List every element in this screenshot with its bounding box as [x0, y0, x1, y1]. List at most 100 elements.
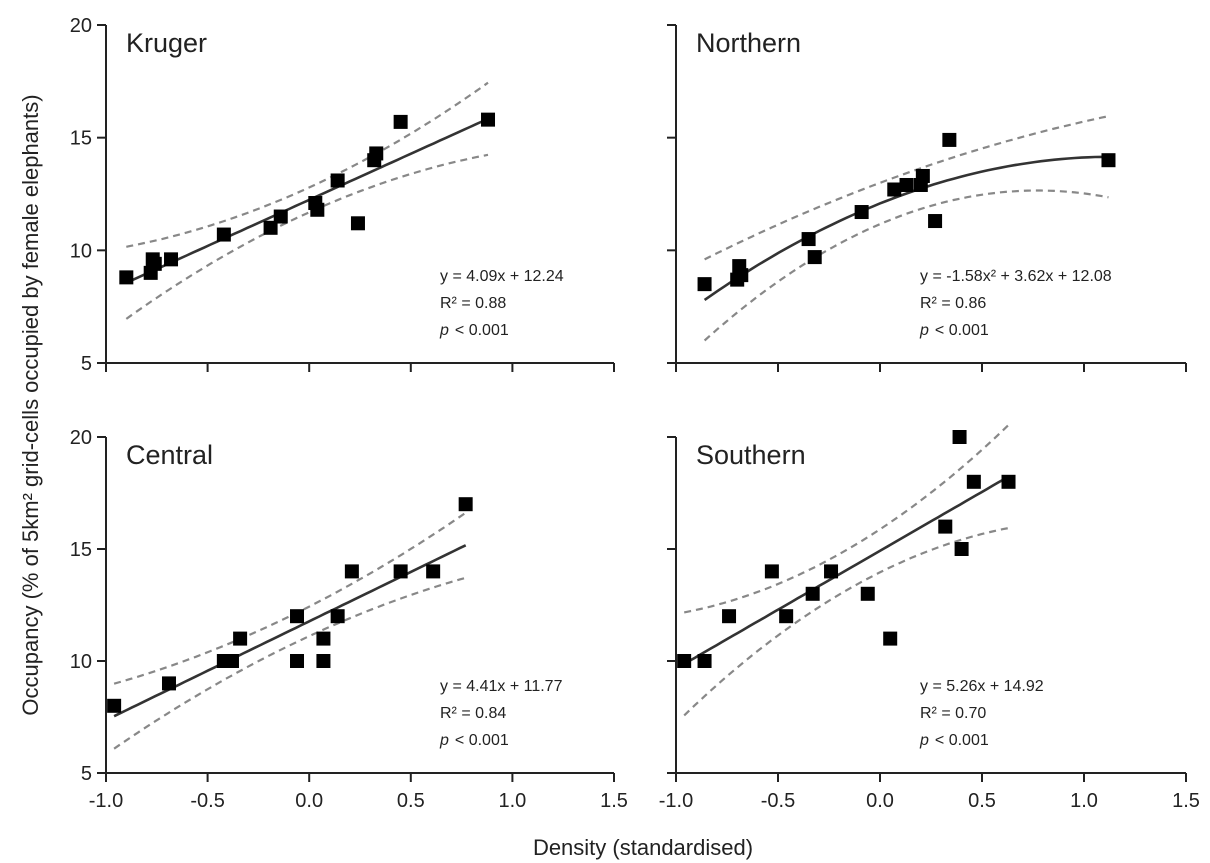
data-point	[954, 542, 969, 556]
panels: 5 10 15 20 Kruger y = 4.09x + 12.24 R² = 0.88 p…	[70, 15, 1200, 812]
p-value-text: < 0.001	[455, 322, 509, 339]
data-point	[164, 252, 179, 267]
data-point	[824, 564, 839, 579]
data-point	[915, 168, 930, 183]
x-tick-label: -1.0	[659, 790, 693, 812]
data-point	[107, 698, 122, 713]
r-squared: R² = 0.86	[920, 295, 986, 312]
x-tick-label: 0.5	[968, 790, 996, 812]
p-value-text: < 0.001	[935, 322, 989, 339]
y-tick-label: 15	[70, 128, 92, 150]
y-tick-label: 10	[70, 240, 92, 262]
data-point	[887, 182, 902, 197]
data-point	[458, 497, 473, 512]
fit-line	[683, 475, 1010, 666]
ci-lower	[683, 527, 1009, 717]
fit-line	[125, 117, 489, 284]
data-point	[722, 609, 737, 624]
ci-upper	[126, 81, 489, 248]
data-point	[290, 654, 305, 668]
data-point	[426, 564, 441, 579]
data-point	[1101, 153, 1116, 168]
data-point	[677, 654, 692, 668]
data-point	[860, 586, 875, 601]
panel-title: Kruger	[126, 28, 207, 58]
p-symbol: p	[439, 732, 449, 749]
x-tick-label: 1.5	[1172, 790, 1200, 812]
x-tick-label: -0.5	[190, 790, 224, 812]
data-point	[883, 631, 898, 646]
panel-title: Southern	[696, 440, 806, 470]
p-value-text: < 0.001	[455, 732, 509, 749]
data-point	[481, 112, 496, 127]
p-symbol: p	[919, 322, 929, 339]
data-point	[263, 220, 278, 235]
data-point	[119, 270, 134, 285]
data-point	[310, 202, 325, 217]
r-squared: R² = 0.88	[440, 295, 506, 312]
p-value: p < 0.001	[439, 322, 509, 339]
y-tick-label: 20	[70, 15, 92, 37]
data-point	[161, 676, 176, 691]
data-point	[393, 564, 408, 579]
fit-line	[703, 155, 1109, 301]
panel-title: Central	[126, 440, 213, 470]
data-point	[734, 268, 749, 283]
x-tick-label: 0.5	[397, 790, 425, 812]
panel-kruger: 5 10 15 20 Kruger y = 4.09x + 12.24 R² = 0.88 p…	[70, 15, 615, 375]
data-point	[938, 519, 953, 534]
data-point	[854, 205, 869, 220]
data-point	[316, 654, 331, 668]
fit-equation: y = -1.58x² + 3.62x + 12.08	[920, 268, 1112, 285]
data-point	[233, 631, 248, 646]
data-point	[952, 430, 967, 444]
data-point	[316, 631, 331, 646]
data-point	[779, 609, 794, 624]
data-point	[805, 586, 820, 601]
data-point	[801, 232, 816, 247]
p-symbol: p	[919, 732, 929, 749]
p-value: p < 0.001	[439, 732, 509, 749]
y-tick-label: 5	[81, 353, 92, 375]
data-point	[942, 132, 957, 147]
data-point	[330, 173, 345, 188]
y-tick-label: 15	[70, 539, 92, 561]
fit-equation: y = 4.09x + 12.24	[440, 268, 564, 285]
data-point	[807, 250, 822, 265]
data-point	[697, 654, 712, 668]
ci-upper	[113, 511, 467, 685]
x-axis-label: Density (standardised)	[533, 835, 753, 860]
fit-equation: y = 5.26x + 14.92	[920, 678, 1044, 695]
x-tick-label: 1.5	[600, 790, 628, 812]
data-point	[147, 256, 162, 271]
data-point	[369, 146, 384, 161]
ci-lower	[125, 153, 489, 320]
data-point	[350, 216, 365, 231]
p-value-text: < 0.001	[935, 732, 989, 749]
p-value: p < 0.001	[919, 732, 989, 749]
data-point	[966, 474, 981, 489]
panel-northern: Northern y = -1.58x² + 3.62x + 12.08 R² = …	[667, 24, 1187, 372]
data-point	[224, 654, 239, 668]
x-tick-label: -1.0	[89, 790, 123, 812]
data-point	[928, 214, 943, 229]
ci-lower	[113, 576, 466, 750]
ci-upper	[683, 424, 1010, 614]
x-tick-label: 1.0	[1070, 790, 1098, 812]
fit-line	[113, 544, 467, 718]
p-symbol: p	[439, 322, 449, 339]
panel-central: 5 10 15 20 -1.0 -0.5 0.0 0.5 1.0 1.5 Central y = 4.…	[70, 427, 628, 812]
r-squared: R² = 0.84	[440, 705, 506, 722]
panel-title: Northern	[696, 28, 801, 58]
x-tick-label: 0.0	[866, 790, 894, 812]
x-tick-label: 0.0	[295, 790, 323, 812]
ci-lower	[703, 189, 1109, 342]
panel-southern: -1.0 -0.5 0.0 0.5 1.0 1.5 Southern y = 5.26x + …	[659, 424, 1200, 812]
y-tick-label: 20	[70, 427, 92, 449]
ci-upper	[704, 115, 1109, 261]
fit-equation: y = 4.41x + 11.77	[440, 678, 563, 695]
x-tick-label: 1.0	[498, 790, 526, 812]
data-point	[697, 277, 712, 292]
y-axis-label: Occupancy (% of 5km² grid-cells occupied…	[18, 94, 43, 715]
y-tick-label: 5	[81, 763, 92, 785]
